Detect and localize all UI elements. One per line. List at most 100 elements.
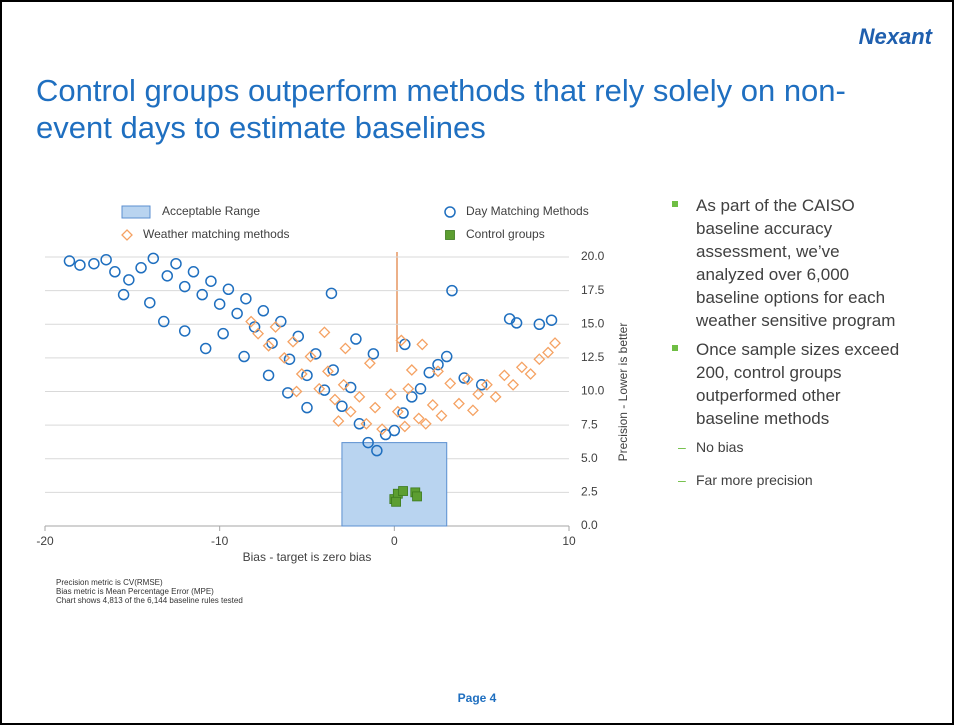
point <box>245 315 258 328</box>
point <box>432 365 444 378</box>
point <box>453 397 465 410</box>
point <box>88 257 100 270</box>
x-tick-label: -10 <box>211 534 229 548</box>
point <box>524 368 537 380</box>
point <box>419 417 432 430</box>
acceptable-range <box>341 442 448 527</box>
y-tick-label: 0.0 <box>581 518 598 532</box>
point <box>178 280 191 293</box>
point <box>135 262 147 274</box>
point <box>222 283 235 296</box>
point <box>238 350 250 363</box>
footnote: Bias metric is Mean Percentage Error (MP… <box>56 587 214 596</box>
footnote: Chart shows 4,813 of the 6,144 baseline … <box>56 596 243 605</box>
slide-title: Control groups outperform methods that r… <box>36 73 846 145</box>
point <box>542 346 554 359</box>
point <box>322 365 334 378</box>
point <box>423 366 436 379</box>
x-tick-label: -20 <box>36 534 54 548</box>
point <box>213 298 226 310</box>
point <box>391 405 404 418</box>
point <box>283 353 296 365</box>
legend-label: Control groups <box>466 227 545 241</box>
point <box>412 412 425 425</box>
point <box>252 327 265 340</box>
point <box>344 405 357 418</box>
point <box>353 390 366 403</box>
point <box>384 388 397 401</box>
point <box>187 266 200 278</box>
point <box>231 307 243 320</box>
x-tick-label: 10 <box>562 534 576 548</box>
point <box>414 383 427 395</box>
point <box>257 305 270 317</box>
point <box>74 259 86 271</box>
point <box>371 444 383 457</box>
point <box>337 378 350 391</box>
point <box>426 399 439 411</box>
point <box>123 274 135 286</box>
point <box>205 275 217 287</box>
point <box>435 409 448 422</box>
point <box>332 415 345 428</box>
point <box>313 382 326 395</box>
point <box>240 292 252 305</box>
x-axis-title: Bias - target is zero bias <box>243 550 372 564</box>
point <box>533 353 546 366</box>
point <box>327 364 339 376</box>
legend-label: Acceptable Range <box>162 204 260 218</box>
point <box>290 385 303 398</box>
y-tick-label: 10.0 <box>581 384 605 398</box>
y-tick-label: 17.5 <box>581 283 605 297</box>
point <box>475 379 488 391</box>
point <box>301 369 313 382</box>
point <box>318 326 331 339</box>
legend-marker <box>444 206 456 218</box>
sub-bullet: Far more precision <box>670 469 900 492</box>
point <box>275 315 287 328</box>
y-tick-label: 2.5 <box>581 485 598 499</box>
y-tick-label: 5.0 <box>581 451 598 465</box>
point <box>117 288 130 301</box>
sub-bullet: No bias <box>670 436 900 459</box>
y-tick-label: 12.5 <box>581 350 605 364</box>
point <box>376 423 389 436</box>
point <box>432 358 444 371</box>
point <box>353 418 366 430</box>
legend-swatch <box>121 205 151 219</box>
point <box>416 338 429 351</box>
legend-label: Day Matching Methods <box>466 204 589 218</box>
point <box>262 369 275 382</box>
point <box>472 388 485 401</box>
point <box>287 335 299 348</box>
point <box>301 401 313 414</box>
footnote: Precision metric is CV(RMSE) <box>56 578 163 587</box>
point <box>533 318 546 330</box>
point <box>217 327 229 340</box>
chart: 0.0 2.5 5.0 7.5 10.0 12.5 15.0 17.5 20.0 -20 -10 0 1… <box>36 204 630 564</box>
point <box>278 351 291 364</box>
point <box>489 390 502 403</box>
point <box>412 491 422 502</box>
point <box>507 378 520 391</box>
point <box>336 400 348 413</box>
legend-marker <box>445 230 455 240</box>
x-tick-label: 0 <box>391 534 398 548</box>
point <box>292 330 305 343</box>
point <box>545 314 558 326</box>
point <box>405 364 418 376</box>
point <box>63 255 76 267</box>
point <box>402 382 415 395</box>
point <box>295 368 308 380</box>
point <box>515 361 528 374</box>
point <box>461 373 474 386</box>
point <box>170 257 182 270</box>
legend-marker <box>121 229 133 241</box>
point <box>304 350 317 363</box>
point <box>398 420 411 433</box>
point <box>444 377 457 390</box>
point <box>510 317 523 329</box>
point <box>391 496 401 507</box>
point <box>199 342 212 355</box>
point <box>388 424 401 437</box>
